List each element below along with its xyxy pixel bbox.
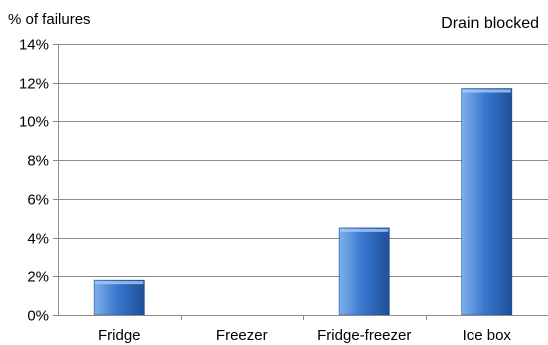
y-tick-label: 4% [27, 231, 49, 248]
gridlines [58, 44, 548, 277]
y-tick-label: 0% [27, 308, 49, 325]
y-axis-title: % of failures [8, 11, 91, 28]
bar-fridge [93, 279, 145, 316]
axes [53, 44, 548, 320]
x-tick-label: Fridge [98, 327, 141, 344]
x-axis-ticks: Fridge Freezer Fridge-freezer Ice box [98, 327, 511, 344]
bar-fridge-freezer [338, 227, 390, 316]
y-axis-ticks: 0% 2% 4% 6% 8% 10% 12% 14% [19, 37, 49, 325]
x-tick-label: Ice box [463, 327, 512, 344]
y-tick-label: 8% [27, 153, 49, 170]
y-tick-label: 14% [19, 37, 49, 54]
x-tick-label: Freezer [216, 327, 268, 344]
y-tick-label: 6% [27, 192, 49, 209]
y-tick-label: 12% [19, 76, 49, 93]
bars [93, 88, 513, 316]
y-tick-label: 2% [27, 269, 49, 286]
y-tick-label: 10% [19, 114, 49, 131]
bar-ice-box [461, 88, 513, 316]
bar-highlight [95, 281, 144, 285]
bar-highlight [462, 89, 511, 93]
chart-title: Drain blocked [441, 15, 539, 32]
bar-highlight [340, 228, 389, 232]
x-tick-label: Fridge-freezer [317, 327, 411, 344]
